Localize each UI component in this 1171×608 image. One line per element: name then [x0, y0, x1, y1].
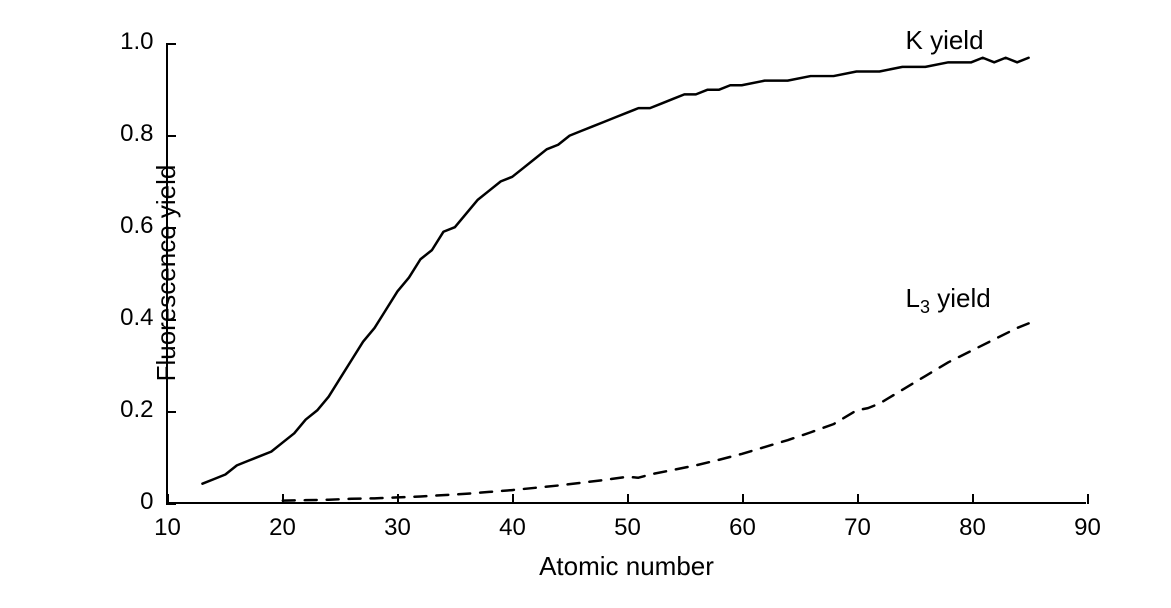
x-tick	[857, 494, 859, 504]
x-axis-title: Atomic number	[539, 551, 714, 582]
series-l3-yield	[282, 323, 1028, 500]
x-tick-label: 50	[614, 514, 641, 542]
y-tick	[166, 503, 176, 505]
x-tick-label: 10	[154, 514, 181, 542]
plot-area: Atomic number Fluorescence yield 1020304…	[166, 44, 1086, 504]
fluorescence-yield-chart: Atomic number Fluorescence yield 10 20 30 4…	[36, 24, 1136, 584]
y-tick-label: 0.4	[120, 304, 153, 332]
x-tick-label: 80	[959, 514, 986, 542]
y-tick	[166, 411, 176, 413]
x-tick	[512, 494, 514, 504]
x-tick	[282, 494, 284, 504]
x-tick	[627, 494, 629, 504]
series-label-k-yield: K yield	[906, 25, 984, 56]
y-tick-label: 0	[140, 488, 153, 516]
y-tick	[166, 43, 176, 45]
series-k-yield	[202, 58, 1028, 484]
x-tick-label: 60	[729, 514, 756, 542]
y-tick	[166, 227, 176, 229]
x-tick-label: 30	[384, 514, 411, 542]
y-axis-title: Fluorescence yield	[150, 165, 181, 382]
x-tick	[1087, 494, 1089, 504]
series-lines	[168, 44, 1086, 502]
y-tick-label: 0.8	[120, 120, 153, 148]
x-tick-label: 90	[1074, 514, 1101, 542]
y-tick-label: 1.0	[120, 28, 153, 56]
y-tick	[166, 319, 176, 321]
y-tick	[166, 135, 176, 137]
series-label-l3-yield: L3 yield	[906, 283, 991, 318]
y-tick-label: 0.2	[120, 396, 153, 424]
x-tick	[742, 494, 744, 504]
x-tick-label: 20	[269, 514, 296, 542]
y-tick-label: 0.6	[120, 212, 153, 240]
x-tick-label: 40	[499, 514, 526, 542]
x-tick	[972, 494, 974, 504]
x-tick-label: 70	[844, 514, 871, 542]
x-tick	[397, 494, 399, 504]
